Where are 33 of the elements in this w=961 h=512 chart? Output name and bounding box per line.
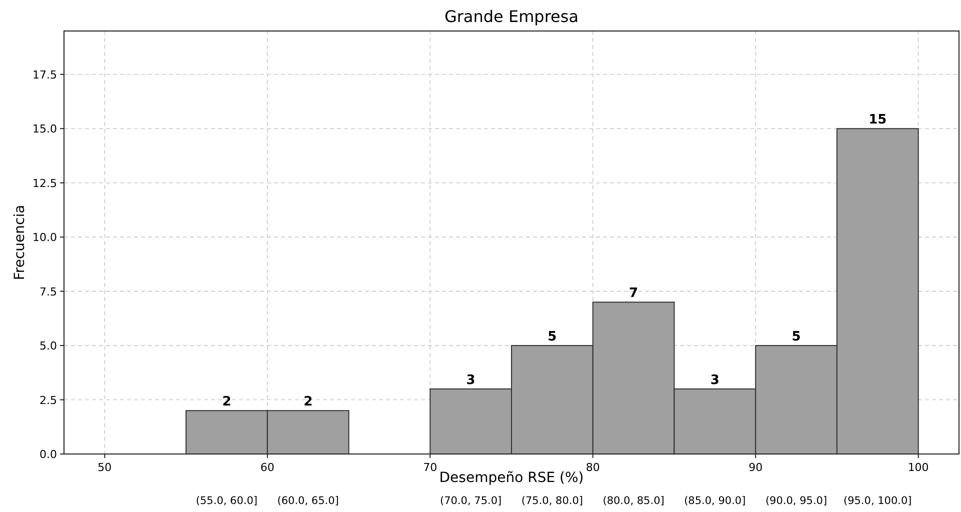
y-tick-label: 5.0 [40,340,57,353]
text: (60.0, 65.0] [277,495,339,507]
y-tick-label: 7.5 [40,285,57,298]
y-tick-label: 15.0 [32,122,57,136]
data-label: 2 [304,394,313,410]
data-label: 3 [466,372,476,388]
x-tick-label: 80 [586,461,600,474]
chart-title: Grande Empresa [444,7,579,26]
text: (55.0, 60.0] [196,495,258,507]
text: (90.0, 95.0] [765,495,828,507]
data-label: 15 [868,112,887,128]
text: (85.0, 90.0] [684,495,746,507]
data-label: 7 [629,286,638,302]
x-tick-label: 50 [98,461,112,474]
x-axis-title: Desempeño RSE (%) [439,470,584,486]
x-tick-label: 70 [423,461,438,474]
y-axis-title: Frecuencia [12,204,28,280]
y-tick-label: 12.5 [32,176,57,190]
text: (95.0, 100.0] [843,495,912,507]
data-label: 2 [222,394,232,410]
data-label: 5 [792,330,801,345]
y-tick-label: 0.0 [40,448,57,461]
text: (75.0, 80.0] [521,495,583,507]
data-label: 3 [710,372,720,388]
text: (70.0, 75.0] [440,495,502,507]
x-tick-label: 90 [748,461,763,474]
data-label: 5 [548,330,557,345]
text: (80.0, 85.0] [602,495,664,507]
y-tick-label: 17.5 [32,68,57,82]
x-tick-label: 100 [908,461,929,474]
y-tick-label: 10.0 [32,231,57,244]
y-tick-label: 2.5 [40,394,57,407]
x-tick-label: 60 [260,461,274,474]
